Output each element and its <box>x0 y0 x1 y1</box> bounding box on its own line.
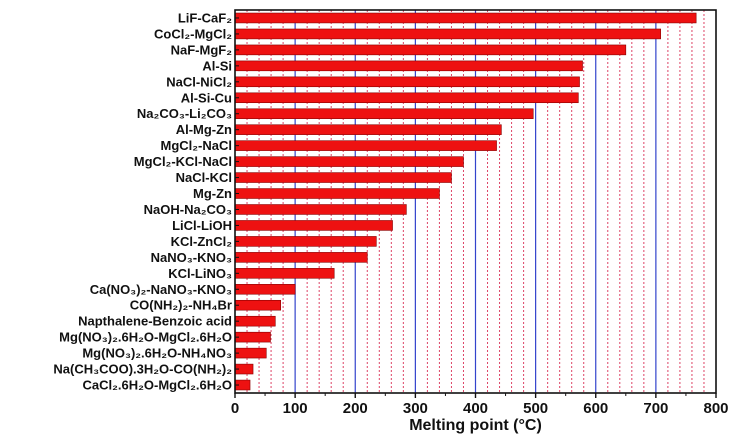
category-label: KCl-LiNO₃ <box>168 266 232 281</box>
bar <box>234 44 627 56</box>
category-label: NaF-MgF₂ <box>171 42 233 57</box>
bar <box>234 124 502 135</box>
category-label: CaCl₂.6H₂O-MgCl₂.6H₂O <box>82 378 232 393</box>
x-tick-label: 800 <box>703 400 728 417</box>
bar <box>234 284 296 295</box>
category-label: Mg-Zn <box>193 186 232 201</box>
category-label: Ca(NO₃)₂-NaNO₃-KNO₃ <box>90 282 232 297</box>
bar <box>234 299 281 311</box>
category-label: CoCl₂-MgCl₂ <box>154 26 232 41</box>
bar <box>234 76 580 88</box>
x-tick-label: 400 <box>463 400 488 417</box>
category-label: Al-Si-Cu <box>181 90 232 105</box>
bar <box>234 28 661 40</box>
category-label: Mg(NO₃)₂.6H₂O-NH₄NO₃ <box>82 346 232 361</box>
bar <box>234 236 377 247</box>
bar <box>234 140 497 151</box>
category-label: Mg(NO₃)₂.6H₂O-MgCl₂.6H₂O <box>59 330 232 345</box>
x-tick-label: 300 <box>403 400 428 417</box>
category-label: NaCl-KCl <box>176 170 232 185</box>
bar <box>234 204 407 215</box>
category-label: CO(NH₂)₂-NH₄Br <box>130 298 232 313</box>
bar <box>234 347 267 359</box>
category-label: LiF-CaF₂ <box>178 10 232 25</box>
bar <box>234 315 276 327</box>
bar <box>234 156 464 167</box>
x-tick-label: 0 <box>231 400 239 417</box>
x-tick-label: 500 <box>523 400 548 417</box>
x-tick-label: 700 <box>643 400 668 417</box>
x-tick-label: 600 <box>583 400 608 417</box>
category-label: NaCl-NiCl₂ <box>166 74 232 89</box>
plot-frame <box>234 9 717 394</box>
bar <box>234 172 452 183</box>
category-label: Na(CH₃COO).3H₂O-CO(NH₂)₂ <box>53 362 232 377</box>
x-tick-label: 200 <box>343 400 368 417</box>
x-axis-title: Melting point (°C) <box>409 417 542 434</box>
category-label: LiCl-LiOH <box>172 218 232 233</box>
x-tick-label: 100 <box>283 400 308 417</box>
bar <box>234 268 335 279</box>
bar <box>234 92 579 104</box>
x-axis-ticks: 0 100 200 300 400 500 600 700 800 <box>231 393 729 417</box>
category-label: NaOH-Na₂CO₃ <box>144 202 232 217</box>
category-label: Al-Mg-Zn <box>176 122 232 137</box>
bar <box>234 12 697 24</box>
grid-lines <box>246 10 705 393</box>
bar <box>234 188 440 199</box>
category-labels: LiF-CaF₂CoCl₂-MgCl₂NaF-MgF₂Al-SiNaCl-NiC… <box>53 10 239 393</box>
bar <box>234 60 583 72</box>
category-label: Al-Si <box>202 58 232 73</box>
bar <box>234 331 271 343</box>
category-label: MgCl₂-NaCl <box>161 138 233 153</box>
category-label: NaNO₃-KNO₃ <box>151 250 232 265</box>
bars <box>234 12 697 391</box>
category-label: Napthalene-Benzoic acid <box>78 314 232 329</box>
bar <box>234 108 534 119</box>
bar <box>234 220 393 231</box>
category-label: KCl-ZnCl₂ <box>171 234 233 249</box>
category-label: Na₂CO₃-Li₂CO₃ <box>137 106 232 121</box>
category-label: MgCl₂-KCl-NaCl <box>134 154 232 169</box>
bar <box>234 252 368 263</box>
